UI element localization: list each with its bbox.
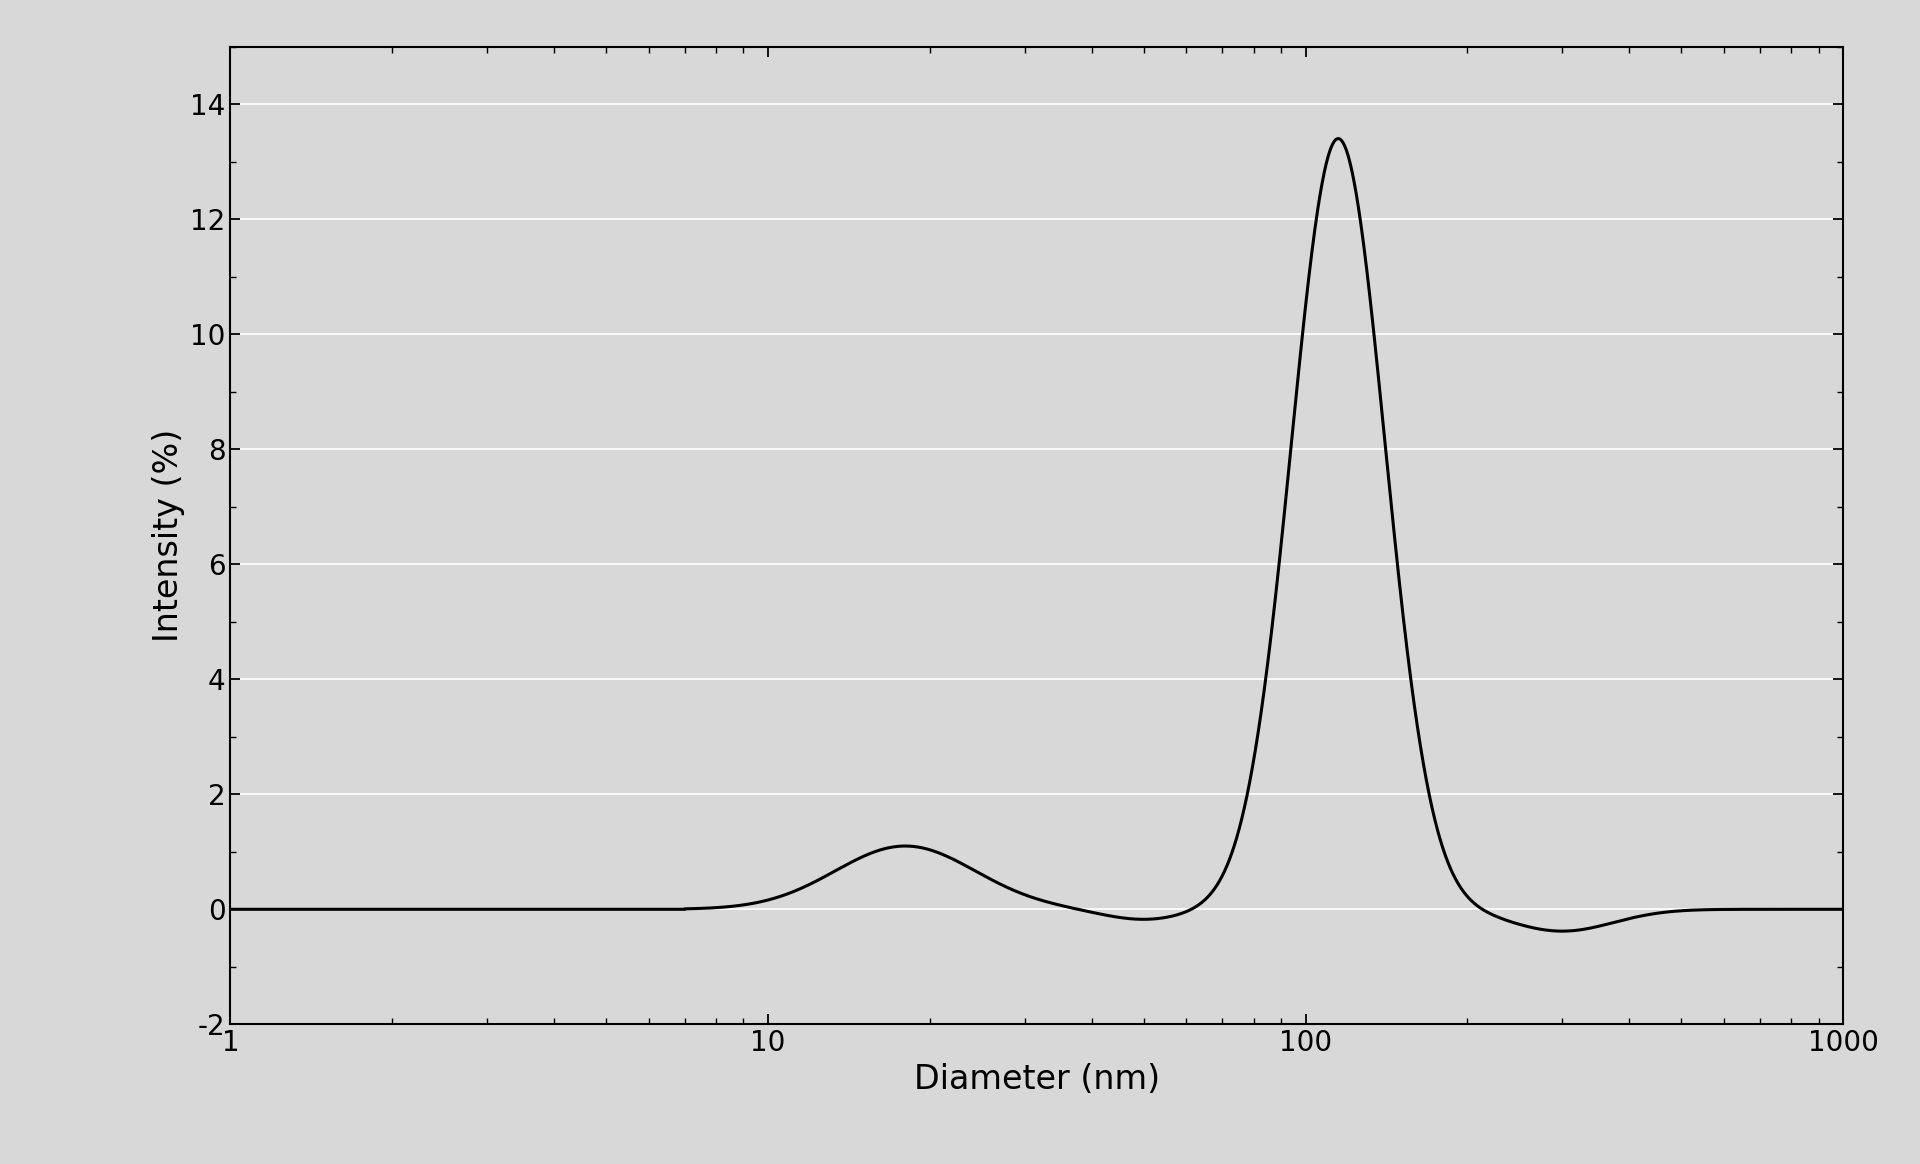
X-axis label: Diameter (nm): Diameter (nm) (914, 1063, 1160, 1095)
Y-axis label: Intensity (%): Intensity (%) (152, 428, 184, 643)
